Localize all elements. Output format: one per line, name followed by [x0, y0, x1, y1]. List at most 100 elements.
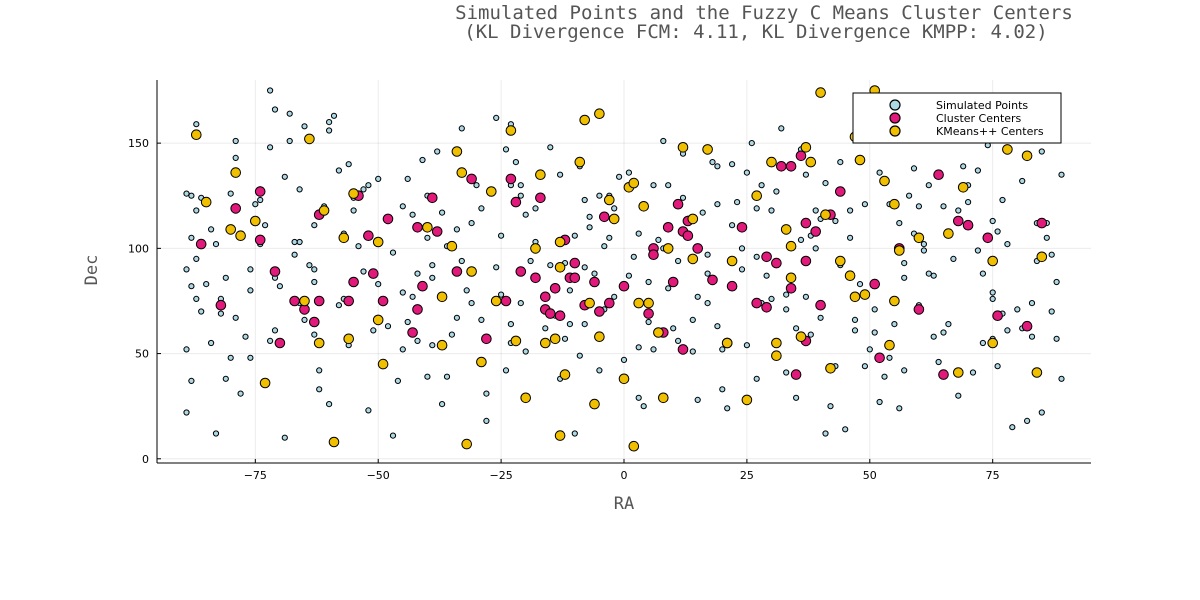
point-simulated [719, 346, 726, 353]
point-simulated [581, 321, 588, 328]
point-simulated [296, 238, 303, 246]
point-simulated [498, 232, 505, 239]
point-simulated [439, 209, 446, 216]
point-simulated [222, 274, 229, 281]
point-kmeans-center [318, 205, 330, 216]
point-simulated [439, 401, 446, 408]
point-simulated [1053, 335, 1060, 342]
y-tick-label: 50 [135, 348, 149, 361]
point-simulated [616, 173, 623, 180]
point-simulated [955, 207, 962, 214]
point-kmeans-center [584, 297, 595, 309]
point-simulated [625, 169, 633, 176]
point-simulated [468, 220, 475, 227]
point-cluster-center [604, 297, 615, 309]
point-cluster-center [682, 230, 694, 241]
point-cluster-center [599, 211, 610, 223]
point-simulated [532, 205, 539, 212]
point-simulated [301, 123, 308, 130]
point-simulated [419, 156, 426, 164]
point-cluster-center [363, 230, 374, 241]
series-kmeans-centers [191, 85, 1048, 452]
point-simulated [527, 257, 534, 265]
point-simulated [1058, 171, 1065, 178]
point-simulated [227, 190, 234, 197]
point-kmeans-center [490, 295, 502, 307]
point-simulated [1014, 306, 1021, 313]
point-simulated [753, 253, 760, 260]
point-cluster-center [254, 186, 266, 197]
point-simulated [925, 270, 932, 277]
point-simulated [851, 327, 859, 334]
point-simulated [901, 367, 908, 374]
point-kmeans-center [889, 198, 900, 210]
point-simulated [1028, 300, 1036, 307]
point-cluster-center [785, 283, 797, 294]
point-simulated [758, 182, 765, 189]
point-cluster-center [662, 222, 674, 233]
point-simulated [699, 209, 706, 216]
point-simulated [812, 245, 819, 252]
point-simulated [640, 403, 647, 410]
point-simulated [625, 272, 633, 279]
point-simulated [768, 295, 775, 302]
point-simulated [429, 262, 436, 269]
x-axis-label: RA [614, 494, 634, 514]
point-simulated [404, 318, 411, 326]
point-kmeans-center [343, 333, 355, 345]
point-simulated [365, 182, 372, 189]
point-cluster-center [992, 310, 1003, 322]
point-cluster-center [554, 310, 566, 322]
point-kmeans-center [540, 337, 551, 349]
point-cluster-center [953, 215, 964, 227]
point-cluster-center [412, 222, 423, 233]
point-simulated [1009, 424, 1016, 431]
point-simulated [311, 222, 318, 229]
point-simulated [832, 217, 839, 225]
point-cluster-center [451, 266, 463, 277]
point-simulated [281, 173, 288, 180]
point-cluster-center [751, 297, 763, 309]
point-simulated [188, 192, 195, 199]
point-simulated [326, 401, 333, 408]
point-simulated [188, 377, 195, 384]
point-simulated [296, 186, 303, 193]
point-simulated [586, 213, 593, 220]
point-simulated [930, 272, 937, 279]
point-simulated [345, 161, 352, 168]
point-simulated [517, 182, 524, 189]
point-cluster-center [230, 203, 241, 214]
point-simulated [478, 316, 485, 323]
point-simulated [389, 432, 397, 439]
point-simulated [414, 337, 421, 344]
point-kmeans-center [1031, 367, 1043, 378]
point-kmeans-center [191, 129, 202, 140]
x-tick-label: 50 [863, 469, 877, 482]
point-simulated [311, 278, 318, 286]
point-kmeans-center [377, 358, 389, 370]
point-cluster-center [618, 280, 630, 292]
point-simulated [778, 125, 785, 132]
point-simulated [665, 285, 672, 292]
point-simulated [734, 199, 741, 206]
point-simulated [375, 175, 382, 182]
point-simulated [655, 236, 662, 243]
point-kmeans-center [953, 367, 964, 378]
point-kmeans-center [328, 436, 340, 448]
point-simulated [1053, 278, 1060, 286]
point-simulated [645, 318, 652, 326]
point-simulated [596, 192, 603, 199]
point-kmeans-center [741, 394, 753, 406]
point-kmeans-center [766, 156, 777, 168]
point-simulated [483, 390, 490, 397]
point-simulated [434, 148, 441, 155]
point-simulated [291, 251, 298, 258]
point-simulated [645, 278, 652, 286]
point-cluster-center [677, 344, 689, 355]
point-cluster-center [515, 266, 527, 277]
legend-marker-cluster-centers [889, 112, 901, 124]
point-simulated [650, 182, 657, 189]
point-simulated [753, 375, 760, 382]
point-simulated [847, 207, 854, 214]
point-cluster-center [407, 327, 418, 338]
